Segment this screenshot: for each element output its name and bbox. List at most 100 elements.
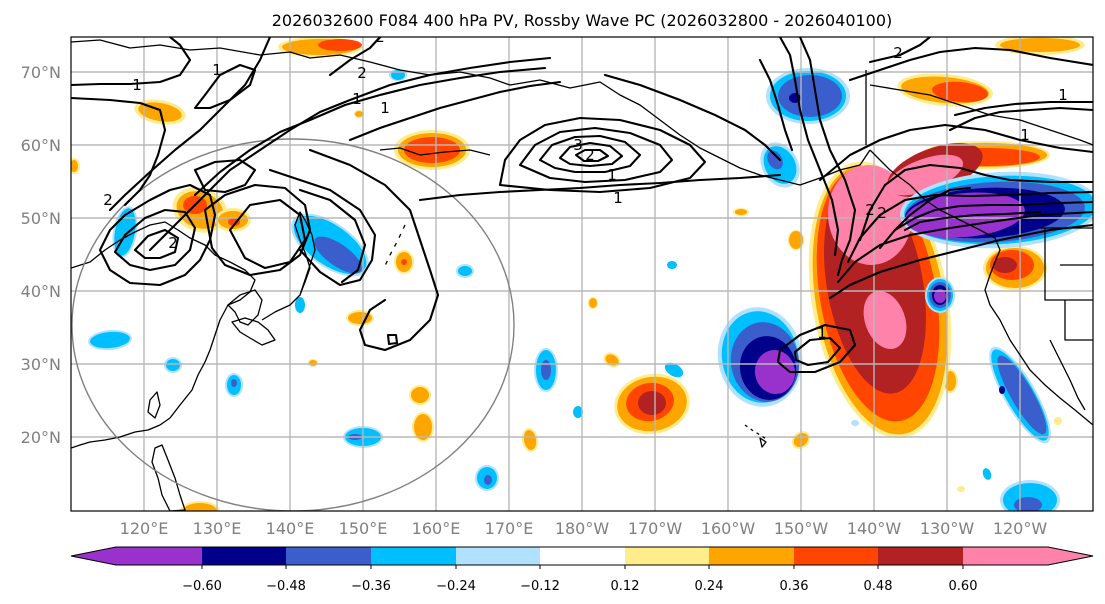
- shaded-region: [605, 354, 619, 366]
- shaded-region: [231, 379, 237, 387]
- longitude-tick-label: 130°E: [193, 519, 242, 538]
- contour-label: 2: [893, 44, 903, 62]
- shaded-region: [1014, 497, 1042, 511]
- shaded-region: [993, 257, 1017, 273]
- anomaly-positive: [180, 501, 220, 511]
- anomaly-positive: [733, 208, 749, 216]
- colorbar-tick-label: −0.24: [436, 579, 476, 594]
- shaded-region: [309, 360, 317, 366]
- anomaly-positive: [983, 246, 1047, 290]
- anomaly-positive: [412, 412, 434, 442]
- gridlines: [71, 37, 1093, 511]
- contour-label: 3: [573, 136, 583, 154]
- contour-label: 1: [132, 76, 142, 94]
- anomaly-negative: [667, 261, 677, 269]
- longitude-tick-label: 140°W: [847, 519, 902, 538]
- longitude-tick-label: 160°W: [701, 519, 756, 538]
- colorbar-tick-label: −0.48: [266, 579, 306, 594]
- shaded-region: [934, 289, 946, 303]
- anomaly-negative: [851, 420, 859, 426]
- anomaly-negative: [88, 329, 132, 351]
- anomaly-positive: [788, 230, 804, 250]
- anomaly-negative: [717, 307, 803, 407]
- reference-circle: [71, 138, 515, 511]
- anomaly-negative: [1000, 480, 1060, 511]
- contour-label: 2: [585, 146, 595, 164]
- shaded-region: [754, 350, 796, 394]
- shaded-region: [767, 150, 783, 170]
- contour-label: 1: [380, 99, 390, 117]
- contour-label: 1: [613, 189, 623, 207]
- shaded-region: [664, 362, 684, 378]
- anomaly-positive: [521, 428, 539, 452]
- anomaly-negative: [982, 468, 992, 480]
- contour-label: 2: [103, 191, 113, 209]
- contour-label: 1: [1020, 126, 1030, 144]
- shaded-region: [573, 406, 583, 418]
- shaded-region: [957, 486, 965, 492]
- colorbar-tick-label: 0.24: [695, 579, 724, 594]
- colorbar-segment: [540, 547, 625, 565]
- longitude-tick-label: 140°E: [266, 519, 315, 538]
- anomaly-positive: [897, 73, 993, 107]
- shaded-region: [851, 420, 859, 426]
- longitude-tick-label: 180°W: [555, 519, 610, 538]
- shaded-region: [411, 387, 429, 403]
- colorbar-segment: [878, 547, 963, 565]
- contour-label: 2: [168, 234, 178, 252]
- shaded-region: [932, 81, 988, 103]
- anomaly-positive: [588, 297, 598, 309]
- colorbar-segment: [286, 547, 371, 565]
- contour-label: 2: [375, 28, 385, 46]
- contour-label: 2: [357, 64, 367, 82]
- colorbar-tick-label: −0.36: [351, 579, 391, 594]
- colorbar-extend-min: [71, 547, 116, 565]
- anomaly-positive: [957, 486, 965, 492]
- contour-label: 1: [1058, 86, 1068, 104]
- longitude-tick-label: 150°E: [339, 519, 388, 538]
- shaded-region: [997, 355, 1047, 435]
- anomaly-negative: [225, 373, 243, 397]
- shaded-region: [523, 430, 537, 450]
- latitude-tick-label: 20°N: [21, 428, 61, 447]
- colorbar-outline: [70, 546, 1094, 566]
- colorbar-segment: [116, 547, 202, 565]
- longitude-tick-label: 120°E: [120, 519, 169, 538]
- shaded-region: [404, 137, 460, 163]
- longitude-tick-label: 170°E: [485, 519, 534, 538]
- latitude-tick-label: 70°N: [21, 63, 61, 82]
- anomaly-negative: [664, 362, 684, 378]
- anomaly-positive: [1054, 417, 1062, 425]
- longitude-labels: 120°E 130°E 140°E 150°E 160°E 170°E 180°W 170°W…: [120, 519, 1048, 538]
- anomaly-positive: [614, 373, 690, 435]
- anomaly-negative: [766, 68, 850, 124]
- shaded-region: [295, 297, 305, 313]
- shaded-region: [348, 312, 372, 324]
- contour-label: 1: [352, 90, 362, 108]
- shaded-region: [414, 414, 432, 440]
- colorbar-segment: [202, 547, 286, 565]
- anomaly-negative: [573, 406, 583, 418]
- colorbar-tick-label: 0.36: [780, 579, 809, 594]
- colorbar-tick-labels: −0.60 −0.48 −0.36 −0.24 −0.12 0.12 0.24 0.36 0.4…: [182, 565, 977, 594]
- anomaly-positive: [995, 37, 1085, 55]
- shaded-region: [541, 360, 551, 380]
- shaded-region: [401, 259, 407, 265]
- anomaly-positive: [308, 359, 318, 367]
- colorbar-tick-label: −0.12: [520, 579, 560, 594]
- anomaly-positive: [354, 110, 364, 118]
- shaded-region: [318, 39, 362, 51]
- shaded-region: [71, 160, 78, 172]
- anomaly-negative: [534, 348, 558, 392]
- contour-label: 1: [607, 166, 617, 184]
- anomaly-positive: [394, 130, 470, 170]
- latitude-tick-label: 30°N: [21, 355, 61, 374]
- colorbar-tick-label: 0.60: [949, 579, 978, 594]
- shaded-region: [887, 154, 963, 196]
- anomaly-positive: [887, 143, 983, 197]
- colorbar-tick-label: 0.48: [864, 579, 893, 594]
- longitude-tick-label: 160°E: [412, 519, 461, 538]
- colorbar-segment: [709, 547, 794, 565]
- shaded-region: [789, 231, 803, 249]
